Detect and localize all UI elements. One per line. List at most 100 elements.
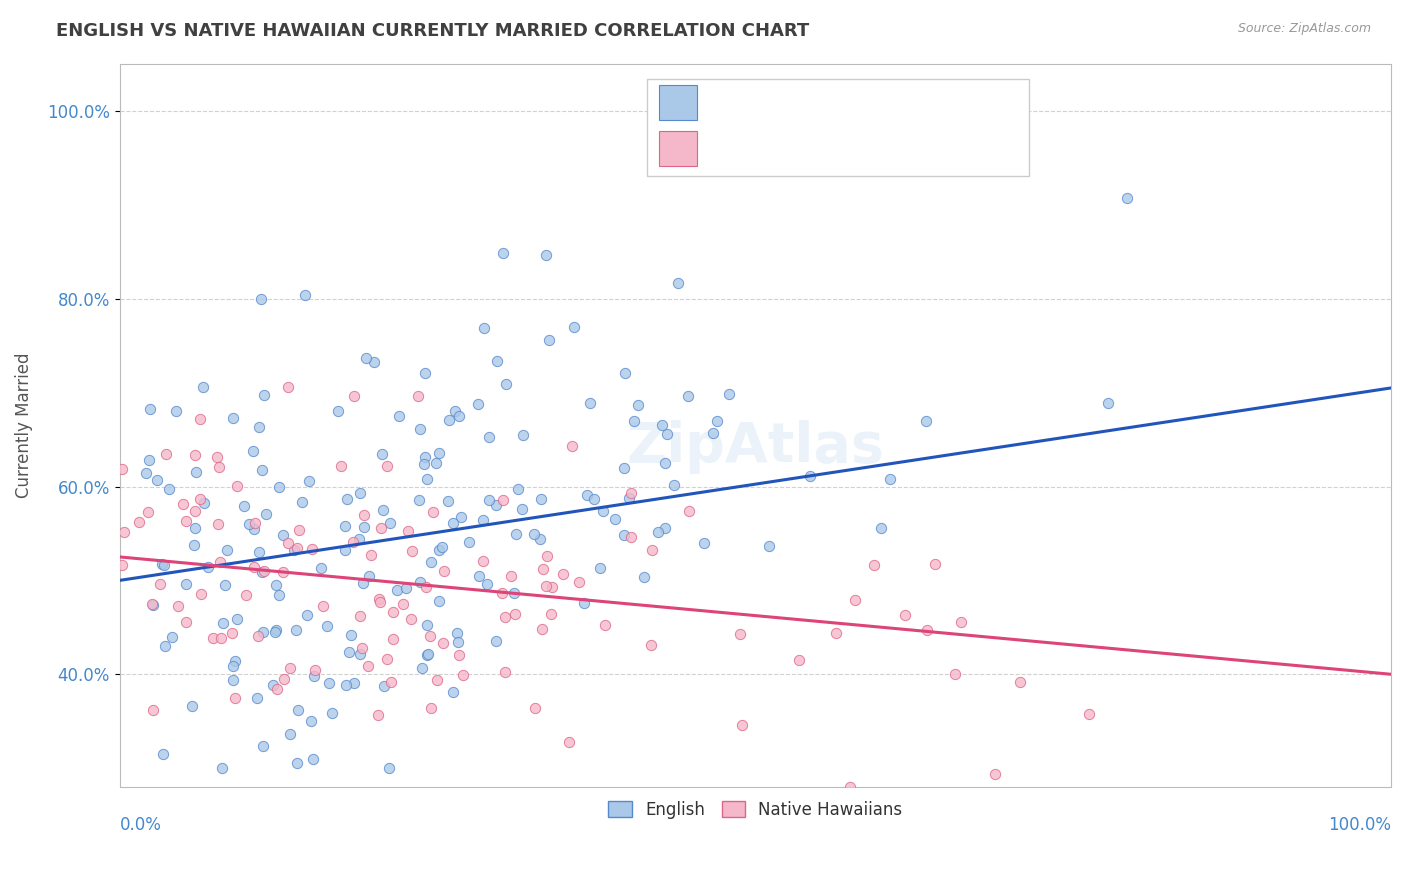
Point (1008, 674, 1031, 689)
Point (678, 504, 700, 518)
Point (174, 514, 197, 528)
Point (190, 491, 212, 506)
Point (157, 482, 180, 496)
Point (208, 459, 231, 474)
Point (233, 499, 256, 513)
Point (128, 516, 150, 530)
Point (647, 524, 669, 539)
Point (283, 542, 305, 557)
Point (250, 565, 273, 579)
Point (277, 536, 299, 550)
Point (368, 591, 391, 606)
Point (401, 543, 423, 558)
Point (477, 577, 499, 591)
Point (617, 491, 640, 505)
Point (138, 452, 160, 467)
Point (839, 780, 862, 794)
Point (478, 430, 501, 444)
Point (207, 517, 229, 532)
Point (224, 691, 246, 706)
Point (574, 596, 596, 610)
Point (983, 767, 1005, 781)
Point (633, 570, 655, 584)
Point (418, 629, 440, 643)
Point (409, 575, 432, 590)
Point (619, 529, 641, 543)
Point (278, 661, 301, 675)
Y-axis label: Currently Married: Currently Married (15, 352, 32, 499)
Point (702, 425, 724, 440)
Point (568, 575, 591, 590)
Point (225, 478, 247, 492)
Point (508, 482, 530, 496)
Point (427, 543, 450, 558)
Point (387, 583, 409, 598)
Point (378, 761, 401, 775)
Text: ENGLISH VS NATIVE HAWAIIAN CURRENTLY MARRIED CORRELATION CHART: ENGLISH VS NATIVE HAWAIIAN CURRENTLY MAR… (56, 22, 810, 40)
Point (416, 472, 439, 486)
Point (436, 493, 458, 508)
Point (844, 593, 866, 607)
Point (290, 495, 312, 509)
Point (193, 496, 215, 510)
Point (540, 607, 562, 622)
Point (640, 543, 662, 558)
Point (433, 564, 456, 578)
Point (1115, 190, 1137, 204)
Point (879, 472, 901, 486)
Point (381, 605, 404, 619)
Point (531, 622, 554, 636)
Point (352, 640, 374, 655)
Point (558, 735, 581, 749)
Point (503, 607, 526, 622)
Point (863, 558, 886, 573)
Point (395, 582, 418, 596)
Point (249, 292, 271, 306)
Point (396, 524, 419, 539)
Point (297, 608, 319, 623)
Point (208, 555, 231, 569)
Point (536, 549, 558, 563)
Point (458, 534, 481, 549)
Point (706, 414, 728, 428)
Point (949, 615, 972, 629)
Point (135, 466, 157, 480)
Point (416, 618, 439, 632)
Point (267, 481, 290, 495)
Point (150, 558, 173, 572)
Point (246, 629, 269, 643)
Point (222, 673, 245, 687)
Point (298, 474, 321, 488)
Point (494, 665, 516, 680)
Text: Source: ZipAtlas.com: Source: ZipAtlas.com (1237, 22, 1371, 36)
Point (302, 669, 325, 683)
Point (657, 426, 679, 441)
Point (136, 505, 159, 519)
Point (184, 504, 207, 518)
Point (264, 625, 287, 640)
Point (111, 462, 134, 476)
Point (273, 672, 295, 686)
Point (425, 456, 447, 470)
Point (441, 684, 464, 698)
Point (381, 632, 404, 646)
Point (280, 727, 302, 741)
Point (112, 525, 135, 540)
Point (409, 422, 432, 436)
Point (363, 355, 385, 369)
Point (787, 653, 810, 667)
Point (190, 587, 212, 601)
Point (184, 448, 207, 462)
Point (534, 248, 557, 262)
Point (444, 403, 467, 417)
Point (943, 666, 966, 681)
Point (1077, 706, 1099, 721)
Point (553, 567, 575, 582)
Point (485, 354, 508, 368)
Point (373, 679, 395, 693)
Point (301, 752, 323, 766)
Point (360, 548, 382, 562)
Point (524, 701, 547, 715)
Point (285, 624, 308, 638)
Point (221, 626, 243, 640)
